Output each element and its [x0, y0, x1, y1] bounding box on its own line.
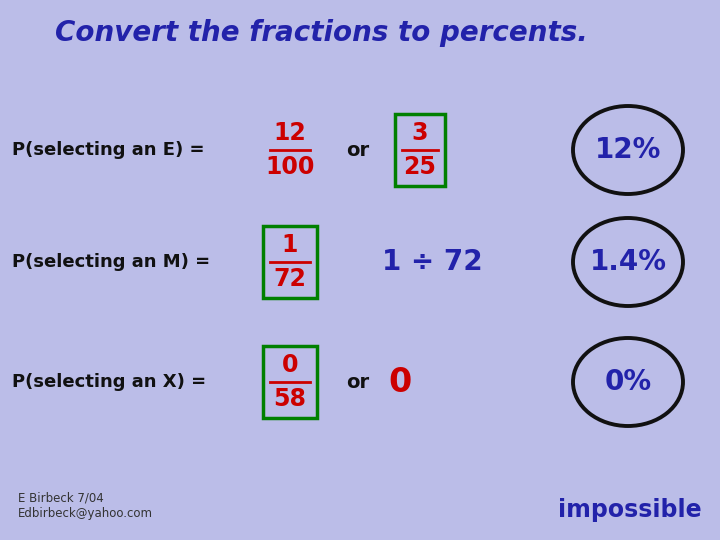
Text: 72: 72 [274, 267, 307, 291]
Text: or: or [346, 373, 369, 392]
FancyBboxPatch shape [395, 114, 445, 186]
Text: 0%: 0% [604, 368, 652, 396]
Text: 1: 1 [282, 233, 298, 257]
Text: 58: 58 [274, 387, 307, 411]
Text: E Birbeck 7/04: E Birbeck 7/04 [18, 491, 104, 504]
Text: 12%: 12% [595, 136, 661, 164]
Text: 12: 12 [274, 121, 307, 145]
Ellipse shape [573, 338, 683, 426]
FancyBboxPatch shape [263, 226, 317, 298]
Text: 1 ÷ 72: 1 ÷ 72 [382, 248, 482, 276]
Text: P(selecting an M) =: P(selecting an M) = [12, 253, 210, 271]
Text: 3: 3 [412, 121, 428, 145]
Text: 100: 100 [265, 155, 315, 179]
Text: 0: 0 [388, 366, 412, 399]
Text: 25: 25 [404, 155, 436, 179]
FancyBboxPatch shape [263, 346, 317, 418]
Text: or: or [346, 140, 369, 159]
Text: Edbirbeck@yahoo.com: Edbirbeck@yahoo.com [18, 508, 153, 521]
Text: P(selecting an X) =: P(selecting an X) = [12, 373, 206, 391]
Text: 0: 0 [282, 353, 298, 377]
Text: 1.4%: 1.4% [590, 248, 667, 276]
Text: impossible: impossible [558, 498, 702, 522]
Text: Convert the fractions to percents.: Convert the fractions to percents. [55, 19, 588, 47]
Ellipse shape [573, 106, 683, 194]
Ellipse shape [573, 218, 683, 306]
Text: P(selecting an E) =: P(selecting an E) = [12, 141, 204, 159]
